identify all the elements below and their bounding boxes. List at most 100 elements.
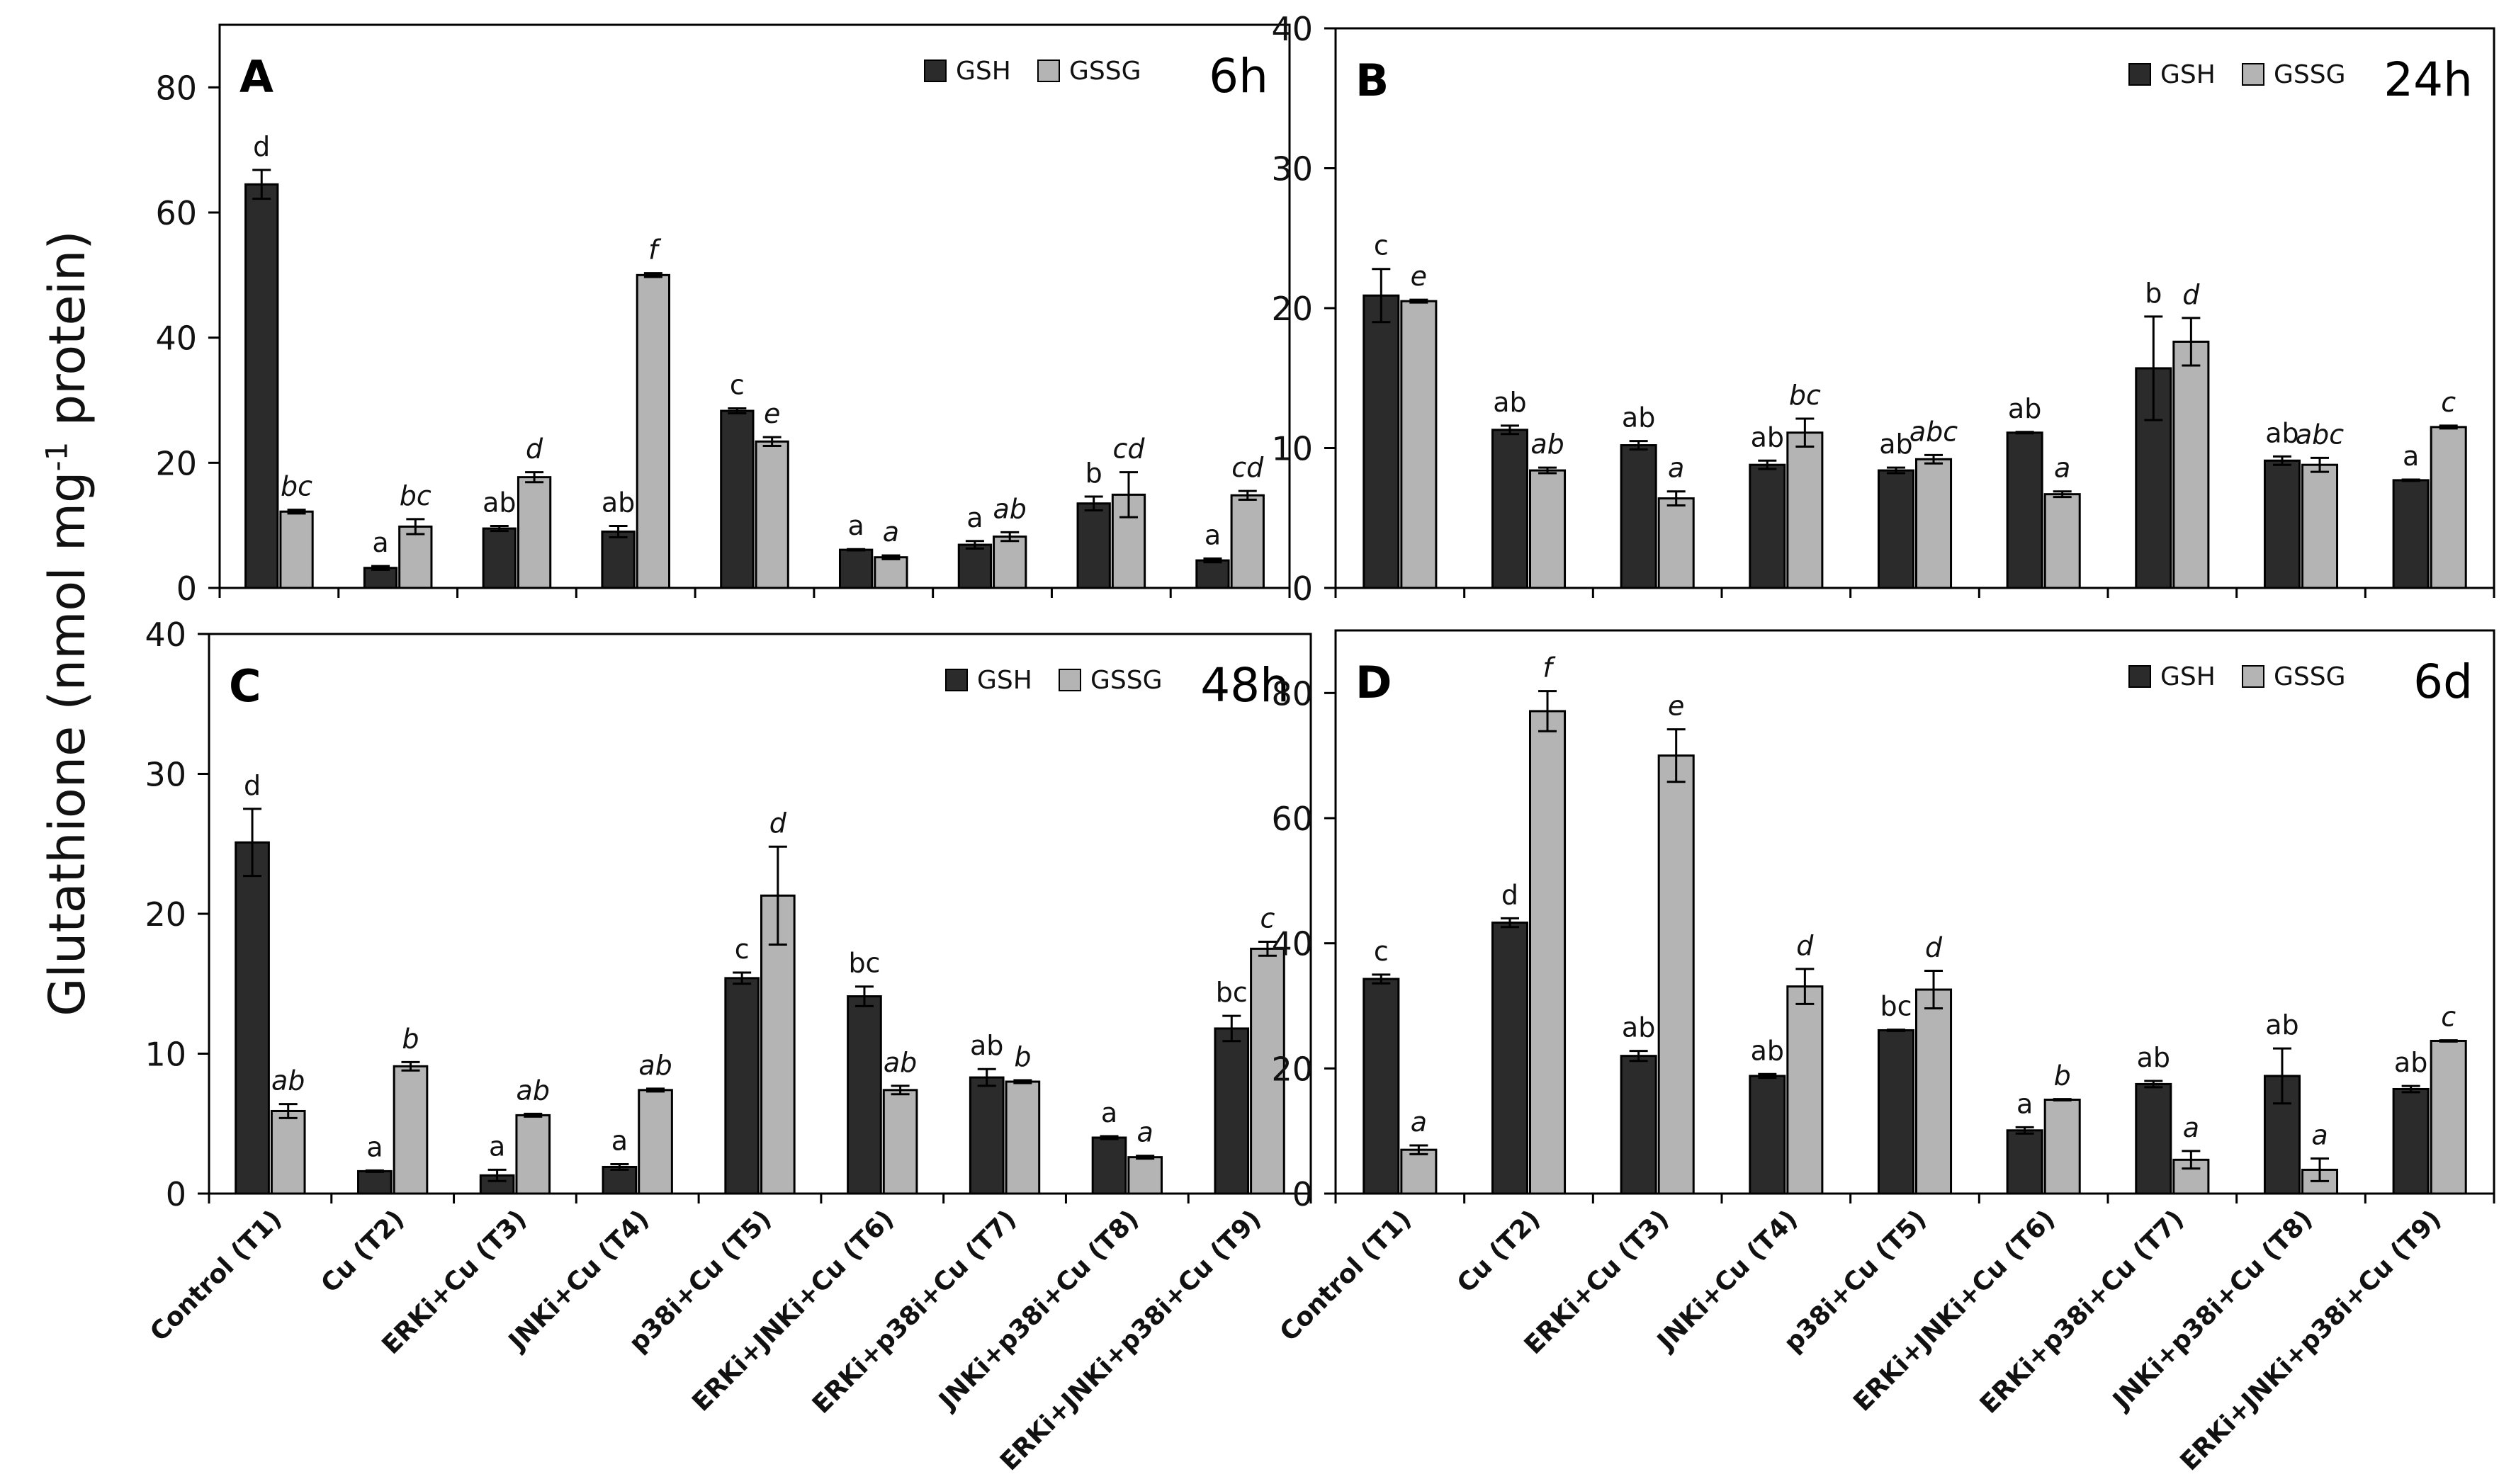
significance-label-gssg: cd (1112, 434, 1145, 465)
bar-gsh (838, 548, 874, 589)
legend-swatch-gssg (1059, 669, 1081, 691)
bar-gsh (1363, 978, 1400, 1195)
panel-letter: B (1355, 55, 1389, 106)
bar-gssg (874, 556, 908, 589)
bar-gssg (993, 536, 1027, 589)
bar-gssg (1400, 1148, 1438, 1195)
significance-label-gsh: ab (2137, 1042, 2170, 1073)
bar-gsh (847, 995, 882, 1195)
x-category-label: Control (T1) (145, 1204, 287, 1347)
y-tick-label: 40 (145, 616, 186, 654)
bar-gssg (2301, 463, 2339, 589)
bar-gssg (1529, 469, 1567, 589)
bar-gsh (482, 527, 517, 589)
legend-label-gssg: GSSG (1069, 57, 1141, 86)
significance-label-gssg: ab (517, 1075, 550, 1106)
bar-gsh (602, 1165, 638, 1195)
bar-gssg (517, 476, 552, 589)
bar-gsh (1363, 294, 1400, 589)
panel-a-frame (218, 23, 1291, 589)
bar-gsh (1877, 1029, 1914, 1195)
significance-label-gsh: bc (848, 948, 880, 979)
significance-label-gssg: a (1137, 1117, 1153, 1148)
significance-label-gsh: a (2016, 1088, 2033, 1119)
significance-label-gsh: ab (2265, 1009, 2298, 1041)
significance-label-gsh: d (244, 770, 261, 801)
significance-label-gssg: e (764, 398, 780, 429)
significance-label-gsh: ab (1879, 429, 1912, 460)
bar-gssg (1005, 1080, 1041, 1195)
y-tick-label: 0 (1292, 570, 1313, 608)
legend-label-gssg: GSSG (2274, 662, 2346, 691)
significance-label-gssg: ab (638, 1050, 672, 1081)
x-category-label: ERKi+p38i+Cu (T7) (807, 1204, 1022, 1419)
y-tick-label: 0 (176, 570, 197, 608)
legend-swatch-gsh (2128, 665, 2151, 688)
significance-label-gssg: e (1668, 691, 1684, 722)
significance-label-gsh: b (2145, 278, 2162, 309)
bar-gssg (882, 1089, 918, 1195)
significance-label-gsh: ab (2008, 393, 2041, 424)
significance-label-gssg: ab (1530, 429, 1564, 460)
legend-swatch-gsh (2128, 63, 2151, 86)
bar-gsh (357, 1169, 393, 1195)
panel-time-label: 48h (1200, 658, 1290, 713)
significance-label-gsh: ab (1751, 1035, 1784, 1066)
legend-swatch-gsh (945, 669, 968, 691)
bar-gssg (515, 1114, 551, 1195)
significance-label-gsh: ab (602, 487, 635, 519)
legend-swatch-gssg (1037, 60, 1060, 82)
significance-label-gssg: a (883, 516, 899, 548)
y-tick-label: 20 (155, 444, 197, 482)
y-tick-label: 40 (1271, 10, 1313, 48)
y-tick-label: 40 (155, 319, 197, 358)
bar-gssg (1127, 1156, 1163, 1195)
legend-label-gsh: GSH (956, 57, 1011, 86)
bar-gssg (1230, 494, 1265, 589)
significance-label-gsh: c (1374, 936, 1389, 967)
legend-swatch-gssg (2242, 63, 2264, 86)
bar-gsh (363, 567, 398, 589)
bar-gssg (1786, 431, 1824, 589)
significance-label-gssg: f (1542, 652, 1556, 684)
significance-label-gssg: b (1014, 1041, 1031, 1072)
significance-label-gsh: a (1205, 519, 1221, 550)
significance-label-gssg: bc (281, 471, 312, 502)
y-tick-label: 60 (1271, 800, 1313, 838)
significance-label-gsh: a (489, 1131, 505, 1162)
bar-gsh (1749, 1075, 1786, 1195)
significance-label-gssg: c (2441, 387, 2456, 418)
bar-gsh (2392, 479, 2430, 589)
significance-label-gssg: d (1925, 932, 1943, 963)
y-tick-label: 0 (1292, 1175, 1313, 1213)
bar-gssg (2172, 340, 2210, 589)
significance-label-gsh: c (1374, 230, 1389, 261)
bar-gsh (969, 1076, 1005, 1195)
bar-gssg (1657, 754, 1695, 1195)
bar-gsh (1749, 463, 1786, 589)
y-tick-label: 30 (145, 756, 186, 794)
significance-label-gsh: bc (1880, 991, 1912, 1022)
legend-swatch-gsh (924, 60, 947, 82)
panel-letter: A (239, 51, 273, 103)
significance-label-gssg: d (769, 808, 787, 839)
x-category-label: ERKi+JNKi+p38i+Cu (T9) (2174, 1204, 2447, 1476)
significance-label-gsh: a (2403, 441, 2419, 472)
bar-gssg (1250, 947, 1285, 1195)
bar-gsh (2263, 459, 2301, 589)
significance-label-gsh: ab (1751, 421, 1784, 453)
significance-label-gssg: a (2183, 1112, 2199, 1143)
y-tick-label: 0 (166, 1175, 186, 1213)
significance-label-gsh: d (253, 131, 270, 162)
significance-label-gsh: d (1501, 879, 1518, 910)
bar-gsh (724, 977, 760, 1195)
significance-label-gssg: ab (993, 493, 1026, 524)
x-category-label: Control (T1) (1275, 1204, 1417, 1347)
bar-gsh (1491, 922, 1528, 1195)
y-tick-label: 30 (1271, 150, 1313, 188)
significance-label-gsh: c (735, 934, 750, 965)
y-tick-label: 60 (155, 194, 197, 232)
bar-gsh (235, 841, 270, 1195)
bar-gsh (1195, 559, 1230, 589)
